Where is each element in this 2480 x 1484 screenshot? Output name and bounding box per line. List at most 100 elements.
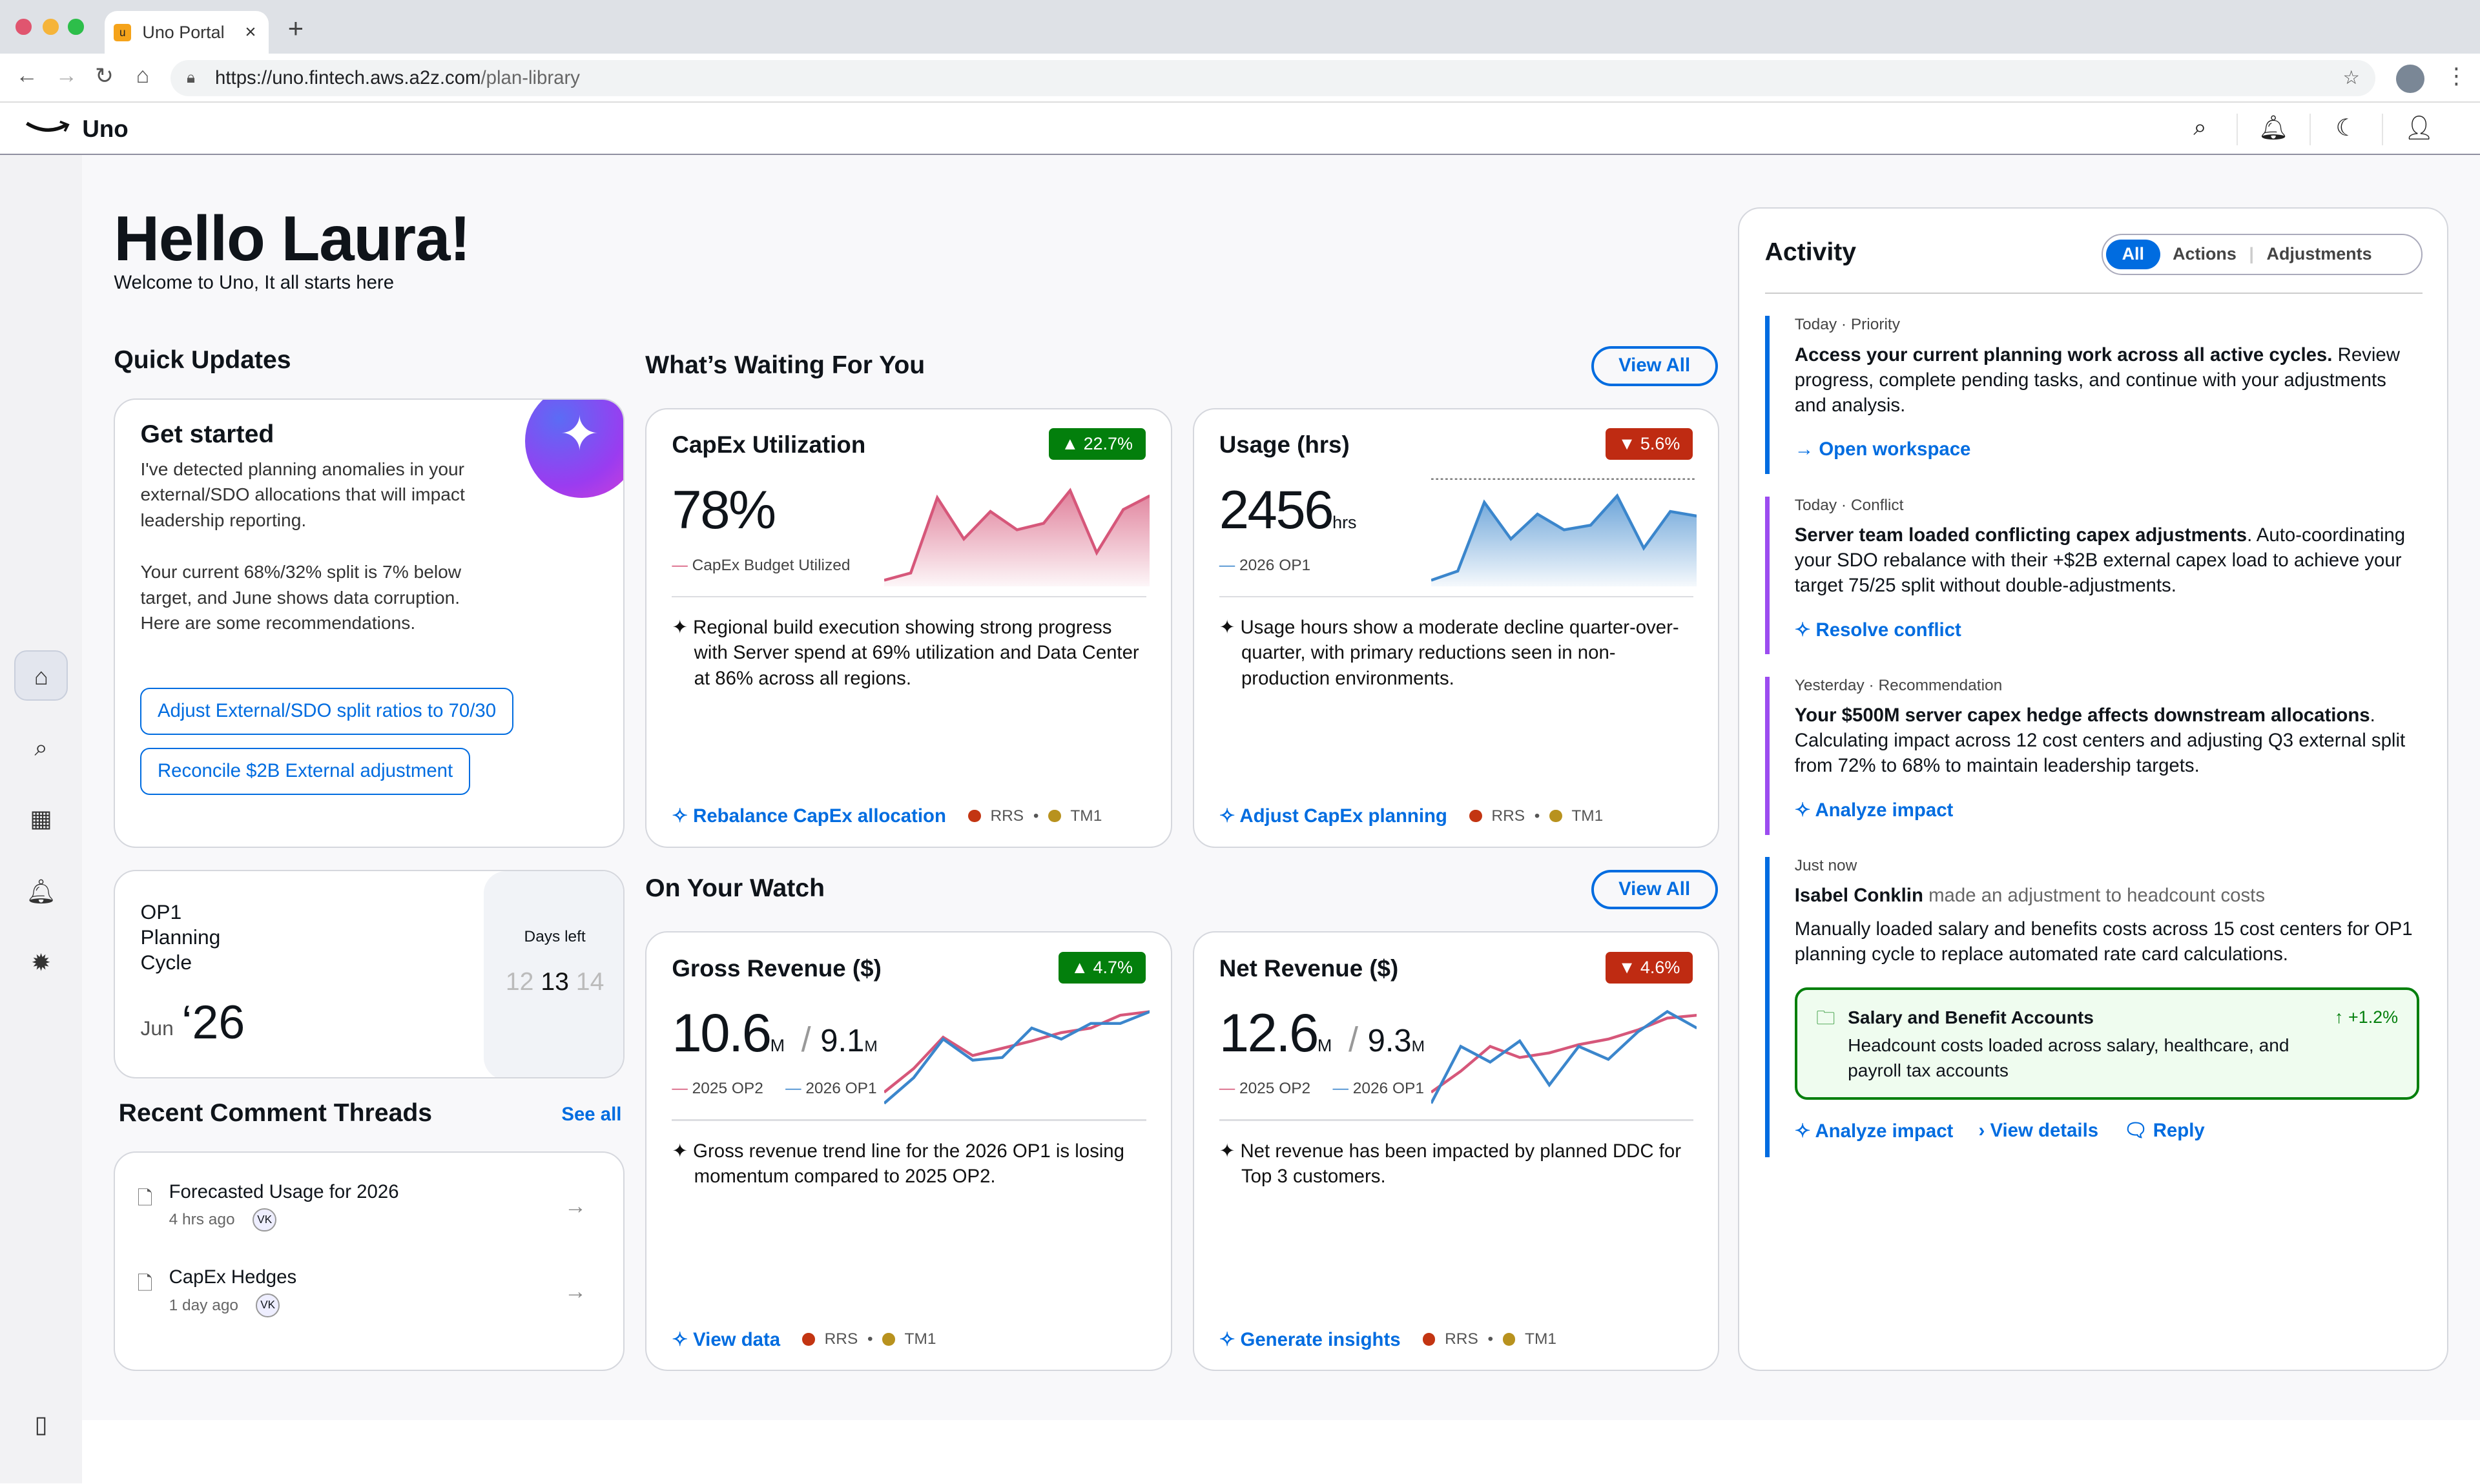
sidebar-panel-toggle-icon[interactable]: ▯ [34, 1411, 48, 1438]
notifications-bell-icon[interactable]: 🔔︎ [2236, 114, 2310, 146]
watch-view-all-button[interactable]: View All [1591, 869, 1718, 910]
card-footer: ✧ Adjust CapEx planning RRS • TM1 [1219, 805, 1604, 827]
tag-rrs: RRS [990, 807, 1024, 825]
ai-insight: ✦ Regional build execution showing stron… [672, 617, 1139, 689]
user-profile-icon[interactable]: 👤︎ [2382, 114, 2455, 146]
legend-label: 2026 OP1 [1239, 556, 1311, 574]
sparkline-chart [1431, 1010, 1697, 1104]
get-started-recommendation: Your current 68%/32% split is 7% below t… [140, 562, 462, 633]
card-action-link[interactable]: ✧ Adjust CapEx planning [1219, 805, 1447, 827]
legend-label: 2025 OP2 [692, 1080, 763, 1098]
maximize-window-button[interactable] [68, 19, 84, 35]
reload-icon[interactable]: ↻ [94, 63, 114, 88]
forward-icon[interactable]: → [55, 63, 78, 88]
tab-close-icon[interactable]: × [245, 21, 256, 43]
reply-link[interactable]: 🗨︎ Reply [2124, 1120, 2205, 1142]
comment-thread-item[interactable]: 🗋 Forecasted Usage for 2026 4 hrs ago VK… [138, 1181, 612, 1244]
ai-sparkle-icon: ✦ [524, 400, 624, 498]
sidebar-home-icon[interactable]: ⌂ [14, 650, 68, 701]
avatar: VK [253, 1208, 277, 1232]
activity-item: Today · Priority Access your current pla… [1764, 316, 2420, 475]
sparkline-chart [884, 487, 1150, 587]
back-icon[interactable]: ← [16, 63, 38, 88]
trend-badge: ▲ 4.7% [1058, 951, 1146, 984]
sparkline-series-1 [1431, 1010, 1697, 1104]
analyze-impact-link[interactable]: ✧ Analyze impact [1794, 1120, 1954, 1142]
trend-badge: ▼ 4.6% [1606, 951, 1693, 984]
cycle-year: ‘26 [181, 994, 245, 1049]
profile-avatar[interactable] [2396, 65, 2425, 94]
card-action-link[interactable]: ✧ Rebalance CapEx allocation [672, 805, 946, 827]
tab-actions[interactable]: Actions [2173, 244, 2237, 264]
avatar: VK [256, 1293, 280, 1317]
comment-thread-item[interactable]: 🗋 CapEx Hedges 1 day ago VK → [138, 1266, 612, 1330]
activity-title: Activity [1764, 238, 1857, 267]
get-started-card: ✦ Get started I've detected planning ano… [114, 398, 625, 848]
activity-kind: Priority [1850, 316, 1900, 334]
browser-menu-icon[interactable]: ⋮ [2445, 63, 2468, 88]
tab-title: Uno Portal [142, 22, 225, 42]
thread-time: 4 hrs ago [169, 1211, 235, 1229]
sidebar-search-icon[interactable]: ⌕ [34, 734, 48, 761]
trend-badge: ▲ 22.7% [1048, 428, 1146, 460]
dark-mode-moon-icon[interactable]: ☾ [2309, 114, 2382, 146]
divider [672, 595, 1147, 598]
tab-all[interactable]: All [2106, 239, 2160, 269]
activity-text: . Calculating impact across 12 cost cent… [1794, 704, 2406, 777]
sidebar-bug-icon[interactable]: ✹ [31, 949, 52, 976]
thread-title: CapEx Hedges [169, 1266, 297, 1288]
page-subtitle: Welcome to Uno, It all starts here [114, 272, 395, 294]
bookmark-star-icon[interactable]: ☆ [2342, 67, 2360, 89]
metric-value: 12.6M /9.3M [1219, 1003, 1425, 1064]
card-action-link[interactable]: ✧ View data [672, 1328, 781, 1350]
thread-time: 1 day ago [169, 1296, 239, 1314]
home-icon[interactable]: ⌂ [136, 63, 150, 88]
watch-heading: On Your Watch [645, 874, 825, 903]
minimize-window-button[interactable] [43, 19, 59, 35]
get-started-body: I've detected planning anomalies in your… [140, 459, 465, 530]
sidebar-bell-icon[interactable]: 🔔︎ [26, 878, 56, 905]
activity-kind: Conflict [1850, 496, 1904, 514]
see-all-comments-link[interactable]: See all [561, 1104, 622, 1126]
browser-tab[interactable]: u Uno Portal × [104, 11, 269, 54]
search-icon[interactable]: ⌕ [2193, 114, 2207, 141]
activity-time: Yesterday [1794, 676, 1865, 694]
activity-time: Just now [1794, 856, 1857, 874]
sidebar-grid-icon[interactable]: ▦ [30, 805, 52, 832]
arrow-right-icon: → [564, 1193, 587, 1219]
salary-benefit-accounts-box[interactable]: 🗀 Salary and Benefit Accounts Headcount … [1794, 987, 2420, 1100]
view-details-link[interactable]: › View details [1978, 1120, 2099, 1142]
activity-item: Today · Conflict Server team loaded conf… [1764, 496, 2420, 655]
new-tab-button[interactable]: + [287, 12, 304, 43]
activity-kind: Recommendation [1878, 676, 2003, 694]
tag-tm1: TM1 [1525, 1330, 1556, 1348]
sparkline-chart [884, 1010, 1150, 1105]
activity-headline: Access your current planning work across… [1794, 344, 2333, 366]
tag-rrs: RRS [1445, 1330, 1478, 1348]
box-text: Headcount costs loaded across salary, he… [1848, 1035, 2289, 1081]
app-header: Uno ⌕ 🔔︎ ☾ 👤︎ [0, 103, 2480, 155]
sidebar: ⌂ ⌕ ▦ 🔔︎ ✹ ▯ [0, 155, 83, 1484]
url-path: /plan-library [480, 67, 580, 89]
close-window-button[interactable] [16, 19, 32, 35]
waiting-view-all-button[interactable]: View All [1591, 346, 1718, 386]
card-action-link[interactable]: ✧ Generate insights [1219, 1328, 1401, 1350]
tag-tm1: TM1 [1571, 807, 1604, 825]
sparkline-series-1 [884, 1010, 1150, 1105]
activity-action-link[interactable]: → Open workspace [1794, 438, 1971, 460]
url-host: https://uno.fintech.aws.a2z.com [215, 67, 481, 89]
folder-icon: 🗀 [1816, 1007, 1835, 1029]
activity-action-link[interactable]: ✧ Resolve conflict [1794, 619, 1961, 641]
tab-adjustments[interactable]: Adjustments [2266, 244, 2372, 264]
activity-action-link[interactable]: ✧ Analyze impact [1794, 799, 1954, 821]
reconcile-adjustment-button[interactable]: Reconcile $2B External adjustment [140, 747, 470, 796]
days-prev: 12 [505, 968, 534, 996]
footer-band [82, 1420, 2480, 1484]
sparkline-area [1431, 495, 1697, 587]
divider [672, 1119, 1147, 1121]
activity-text: . Auto-coordinating your SDO rebalance w… [1794, 524, 2406, 597]
url-input[interactable]: 🔒︎ https://uno.fintech.aws.a2z.com/plan-… [170, 60, 2376, 97]
activity-item-latest: Just now Isabel Conklin made an adjustme… [1764, 856, 2420, 1158]
ai-insight: ✦ Net revenue has been impacted by plann… [1219, 1140, 1682, 1187]
adjust-split-button[interactable]: Adjust External/SDO split ratios to 70/3… [140, 687, 513, 736]
